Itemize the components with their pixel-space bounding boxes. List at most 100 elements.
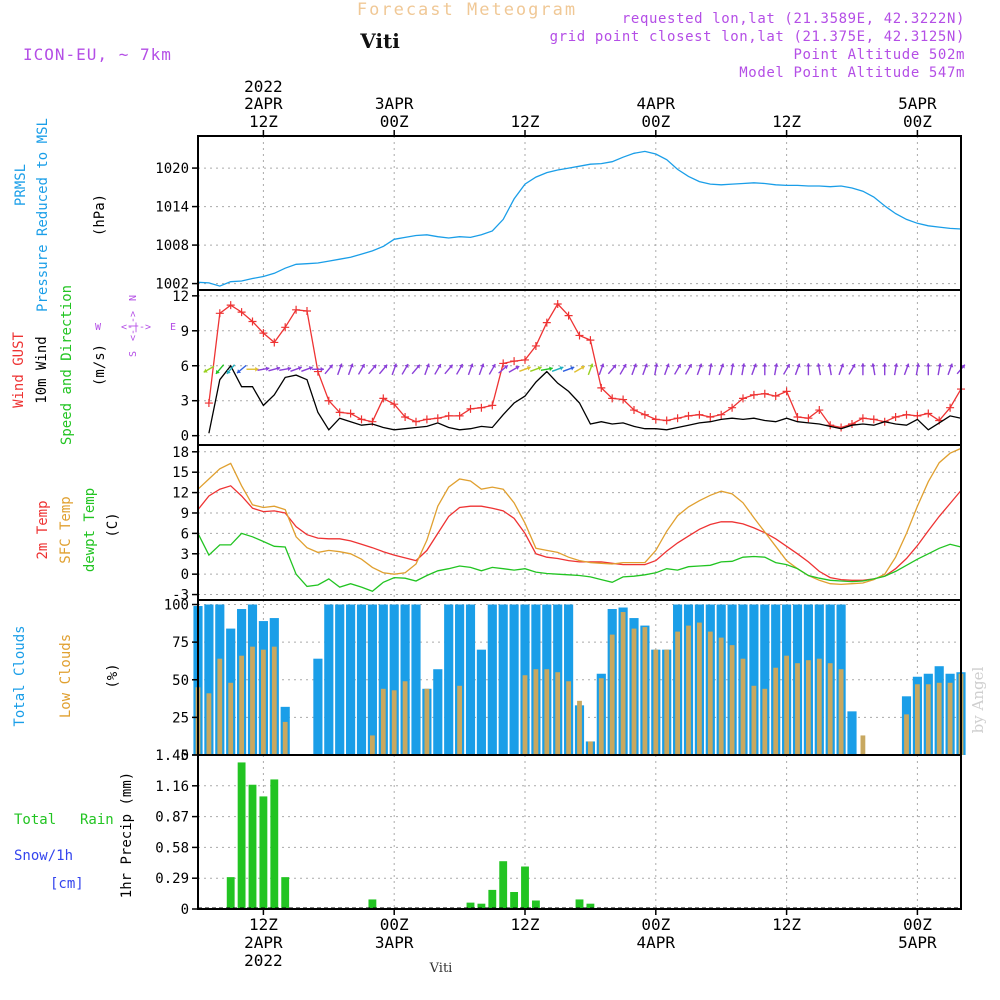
snow-unit-label: [cm] — [50, 876, 84, 892]
wind-arrow-head — [925, 363, 931, 367]
gust-marker — [749, 390, 758, 399]
gust-marker — [499, 359, 508, 368]
y-tick-label: 6 — [181, 526, 189, 542]
low-cloud-bar — [827, 663, 833, 755]
model-altitude: Model Point Altitude 547m — [739, 65, 965, 81]
wind-arrow — [530, 366, 542, 372]
y-tick-label: 0 — [181, 748, 189, 764]
wind-arrow-head — [437, 364, 442, 369]
wind-arrow — [324, 364, 334, 375]
low-cloud-bar — [457, 685, 462, 755]
low-cloud-bar — [271, 646, 277, 755]
top-time-label: 12Z — [511, 112, 540, 131]
wind-arrow-head — [827, 363, 833, 367]
low-cloud-bar — [762, 688, 768, 755]
gust-marker — [346, 409, 355, 418]
gust-marker — [390, 400, 399, 409]
low-cloud-bar — [370, 735, 375, 755]
wind-arrow — [730, 363, 735, 376]
wind-arrow-head — [503, 365, 508, 370]
precip-bar — [270, 779, 279, 909]
top-year-label: 2022 — [244, 77, 283, 96]
wind-arrow-head — [458, 364, 464, 369]
y-tick-label: 12 — [172, 289, 189, 305]
gust-marker — [739, 394, 747, 403]
low-clouds-label: Low Clouds — [58, 634, 74, 718]
model-name: ICON-EU, ~ 7km — [23, 45, 172, 64]
gust-marker — [597, 383, 606, 392]
gust-marker — [564, 311, 573, 320]
gust-marker — [575, 331, 584, 340]
gust-marker — [771, 392, 780, 401]
wind-arrow-head — [730, 363, 735, 367]
total-cloud-bar — [564, 604, 574, 755]
wind-arrow — [478, 363, 485, 376]
gust-marker — [760, 389, 769, 398]
wind-arrow-head — [905, 363, 910, 368]
low-cloud-bar — [261, 649, 266, 755]
wind-arrow-head — [237, 369, 241, 374]
wind-arrow — [573, 365, 586, 373]
wind-arrow-head — [570, 366, 575, 371]
bottom-date-label: 5APR — [898, 933, 937, 952]
gust-marker — [422, 415, 431, 424]
wind-arrow — [903, 363, 910, 376]
low-cloud-bar — [282, 721, 288, 755]
wind-arrow-head — [589, 363, 594, 368]
gust-marker — [902, 410, 911, 419]
wind-arrow — [915, 363, 921, 376]
gust-marker — [924, 409, 933, 418]
wind-gust-label: Wind GUST — [11, 332, 27, 408]
precip-bar — [281, 877, 290, 909]
wind-arrow — [741, 363, 746, 376]
meteogram-title: Forecast Meteogram — [357, 0, 577, 20]
pressure-panel-labels: PRMSL Pressure Reduced to MSL (hPa) — [13, 118, 108, 312]
y-tick-label: 3 — [181, 394, 189, 410]
compass-icon: N <-|-> S W <-|-> E — [95, 295, 176, 357]
gust-marker — [477, 403, 486, 412]
gust-marker — [237, 308, 246, 317]
gust-marker — [793, 413, 802, 422]
wind-arrow-head — [297, 366, 302, 371]
wind-arrow — [848, 363, 856, 375]
wind-arrow — [937, 363, 942, 376]
gust-marker — [684, 411, 693, 420]
wind-arrow-head — [698, 363, 703, 368]
wind-arrow — [203, 365, 215, 373]
wind-arrow — [607, 364, 617, 375]
wind-arrow-head — [549, 366, 553, 372]
wind-unit-label: (m/s) — [92, 344, 108, 386]
wind-arrow-head — [515, 365, 520, 370]
low-cloud-bar — [642, 627, 648, 755]
total-cloud-bar — [847, 711, 857, 755]
wind-arrow-head — [632, 363, 638, 368]
wind-arrow — [268, 366, 281, 372]
wind-arrow — [816, 363, 822, 376]
wind-arrow-head — [349, 363, 354, 368]
low-cloud-bar — [609, 634, 615, 755]
gust-marker — [630, 406, 638, 415]
y-tick-label: 1.16 — [155, 779, 189, 795]
wind-arrow-head — [893, 363, 899, 367]
wind-arrow — [838, 363, 845, 376]
series-line-dewpt-temp — [197, 532, 962, 592]
panel-frame — [197, 135, 962, 291]
y-tick-label: 9 — [181, 324, 189, 340]
wind-arrow-head — [328, 364, 333, 369]
low-cloud-bar — [250, 646, 255, 755]
top-time-label: 12Z — [249, 112, 278, 131]
total-cloud-bar — [509, 604, 519, 755]
data-layer — [193, 150, 966, 909]
temp-dewpt-label: dewpt Temp — [82, 488, 98, 572]
low-cloud-bar — [620, 612, 626, 755]
wind-arrow — [488, 363, 496, 375]
low-cloud-bar — [555, 672, 561, 755]
low-cloud-bar — [533, 669, 539, 755]
wind-arrow — [684, 363, 693, 375]
top-time-label: 00Z — [380, 112, 409, 131]
bottom-time-label: 12Z — [772, 915, 801, 934]
low-cloud-bar — [544, 669, 550, 755]
gust-marker — [433, 414, 442, 423]
low-cloud-bar — [391, 690, 397, 755]
gust-marker — [673, 414, 682, 423]
